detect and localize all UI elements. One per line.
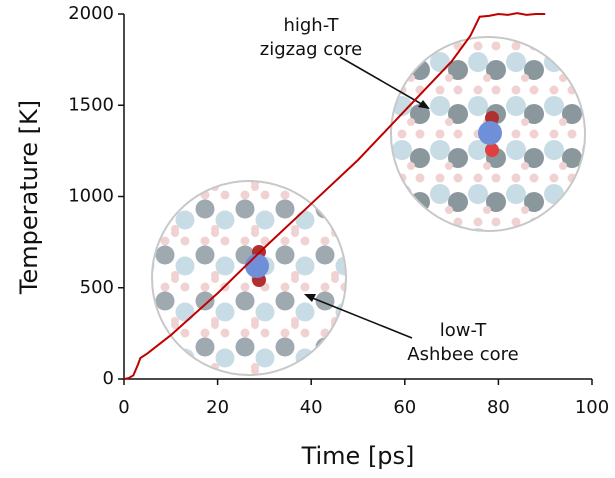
x-tick-label: 60 (393, 397, 416, 418)
x-tick-label: 0 (118, 397, 129, 418)
annotation: low-T (440, 320, 488, 341)
x-axis-label: Time [ps] (301, 442, 415, 470)
arrowhead (418, 100, 430, 109)
y-tick-label: 1500 (68, 94, 114, 115)
y-tick-label: 500 (80, 277, 114, 298)
x-tick-label: 80 (487, 397, 510, 418)
arrow (339, 56, 426, 107)
annotation: high-T (283, 15, 339, 36)
y-tick-label: 1000 (68, 186, 114, 207)
line (123, 12, 546, 380)
x-tick-label: 40 (300, 397, 323, 418)
inset-low-t (151, 180, 347, 376)
inset-high-t (390, 36, 586, 232)
annotation: zigzag core (260, 39, 363, 60)
y-axis-label: Temperature [K] (15, 100, 43, 295)
x-tick-label: 100 (575, 397, 609, 418)
y-tick-label: 0 (103, 368, 114, 389)
arrow (309, 296, 413, 339)
annotation: Ashbee core (407, 344, 518, 365)
x-tick-label: 20 (206, 397, 229, 418)
arrowhead (304, 294, 316, 302)
y-tick-label: 2000 (68, 3, 114, 24)
